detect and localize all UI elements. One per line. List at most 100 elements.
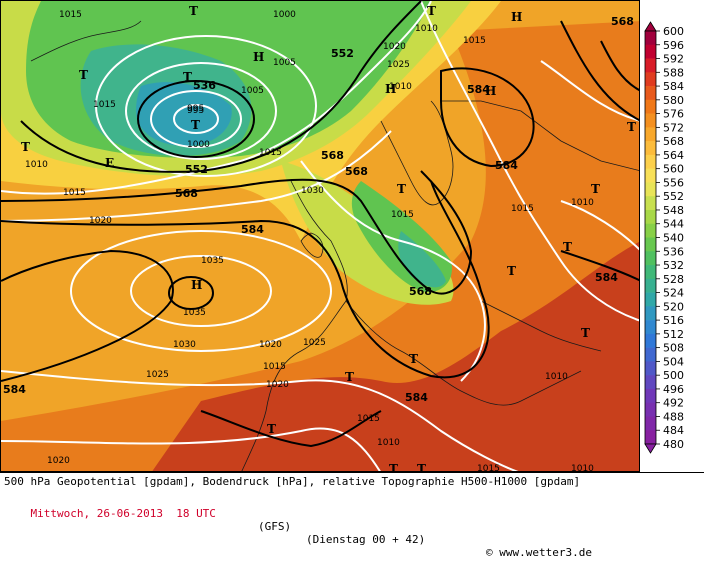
geo-label: 584: [3, 383, 26, 396]
pressure-center: T: [267, 422, 276, 436]
colorbar-swatch: [645, 306, 656, 321]
geo-label: 584: [595, 271, 618, 284]
colorbar-swatch: [645, 196, 656, 211]
isobar-label: 1025: [303, 338, 326, 348]
colorbar-label: 548: [663, 204, 684, 217]
isobar-label: 1010: [571, 464, 594, 472]
colorbar-label: 508: [663, 342, 684, 355]
isobar-label: 1030: [301, 186, 324, 196]
geopotential-labels: 552 536 552 568 568 568 584 584 584 584 …: [3, 15, 634, 404]
geo-label: 552: [185, 163, 208, 176]
colorbar-swatch: [645, 223, 656, 238]
colorbar-label: 564: [663, 149, 684, 162]
isobar-label: 1015: [391, 210, 414, 220]
geo-contour: [1, 180, 490, 379]
geo-label: 568: [611, 15, 634, 28]
isobar-label: 1010: [389, 82, 412, 92]
pressure-centers: T T H T H T T T E H H T T T H T T T T T …: [21, 4, 636, 472]
colorbar-swatch: [645, 347, 656, 362]
colorbar-swatch: [645, 416, 656, 431]
isobar-label: 1020: [89, 216, 112, 226]
colorbar-top-arrow: [644, 21, 657, 32]
colorbar-swatch: [645, 209, 656, 225]
isobar-label: 1015: [63, 188, 86, 198]
isobar-label: 1010: [415, 24, 438, 34]
geo-label: 584: [405, 391, 428, 404]
map-description: 500 hPa Geopotential [gpdam], Bodendruck…: [4, 475, 581, 488]
colorbar-label: 484: [663, 424, 684, 437]
geo-contour: [440, 67, 535, 168]
colorbar-label: 528: [663, 273, 684, 286]
pressure-center: H: [485, 84, 496, 98]
colorbar-label: 572: [663, 121, 684, 134]
colorbar-label: 512: [663, 328, 684, 341]
pressure-center: T: [417, 462, 426, 472]
isobar-label: 1020: [266, 380, 289, 390]
colorbar-label: 532: [663, 259, 684, 272]
isobar-label: 1015: [463, 36, 486, 46]
isobar-label: 1000: [273, 10, 296, 20]
geo-label: 584: [495, 159, 518, 172]
colorbar-label: 560: [663, 163, 684, 176]
isobar-label: 1015: [93, 100, 116, 110]
geo-label: 584: [467, 83, 490, 96]
isobar-labels: 1015 1000 995 1005 1005 1015 1020 1025 1…: [25, 10, 594, 472]
colorbar-label: 540: [663, 232, 684, 245]
pressure-center: T: [427, 4, 436, 18]
geo-label: 552: [331, 47, 354, 60]
isobars: [1, 1, 639, 471]
pressure-center: H: [253, 50, 264, 64]
colorbar-label: 556: [663, 176, 684, 189]
colorbar-swatch: [645, 58, 656, 73]
color-scale-bar: 600 596 592 588 584 580 576 572 568 564 560 556 552 5…: [640, 0, 704, 472]
colorbar-swatch: [645, 86, 656, 101]
pressure-center: T: [627, 120, 636, 134]
isobar-label: 1000: [187, 140, 210, 150]
colorbar-swatch: [645, 375, 656, 390]
isobar: [540, 60, 639, 122]
isobar-label: 1010: [25, 160, 48, 170]
colorbar-swatch: [645, 44, 656, 59]
isobar-label: 1035: [183, 308, 206, 318]
geo-contour: [560, 20, 639, 122]
isobar-label: 995: [187, 106, 204, 116]
isobar-label: 995: [187, 104, 204, 114]
isobar-label: 1020: [259, 340, 282, 350]
isobar-label: 1015: [59, 10, 82, 20]
geo-contour: [168, 276, 214, 310]
isobar-label: 1020: [47, 456, 70, 466]
colorbar-label: 524: [663, 287, 684, 300]
isobar-label: 1015: [357, 414, 380, 424]
colorbar-label: 600: [663, 25, 684, 38]
colorbar-label: 596: [663, 39, 684, 52]
isobar: [1, 370, 519, 471]
colorbar-swatch: [645, 141, 656, 156]
isobar: [300, 160, 486, 382]
geo-label: 568: [321, 149, 344, 162]
isobar: [1, 427, 381, 471]
colorbar-label: 536: [663, 245, 684, 258]
pressure-center: T: [189, 4, 198, 18]
isobar-label: 1015: [263, 362, 286, 372]
geopotential-contours: [1, 1, 639, 448]
pressure-center: T: [389, 462, 398, 472]
pressure-center: T: [183, 70, 192, 84]
pressure-center: H: [191, 278, 202, 292]
geo-contour: [560, 250, 639, 282]
weather-map: 552 536 552 568 568 568 584 584 584 584 …: [0, 0, 640, 472]
map-footer: 500 hPa Geopotential [gpdam], Bodendruck…: [0, 472, 704, 559]
pressure-center: T: [345, 370, 354, 384]
isobar: [560, 200, 639, 251]
isobar-label: 1005: [273, 58, 296, 68]
isobar-label: 1015: [511, 204, 534, 214]
colorbar-swatch: [645, 278, 656, 293]
geo-contour: [1, 170, 473, 295]
colorbar-swatch: [645, 237, 656, 252]
colorbar-label: 480: [663, 438, 684, 451]
colorbar-swatch: [645, 333, 656, 348]
isobar-label: 1025: [387, 60, 410, 70]
colorbar-swatch: [645, 31, 656, 46]
colorbar-label: 568: [663, 135, 684, 148]
source-credit[interactable]: © www.wetter3.de: [486, 546, 592, 559]
pressure-center: T: [21, 140, 30, 154]
